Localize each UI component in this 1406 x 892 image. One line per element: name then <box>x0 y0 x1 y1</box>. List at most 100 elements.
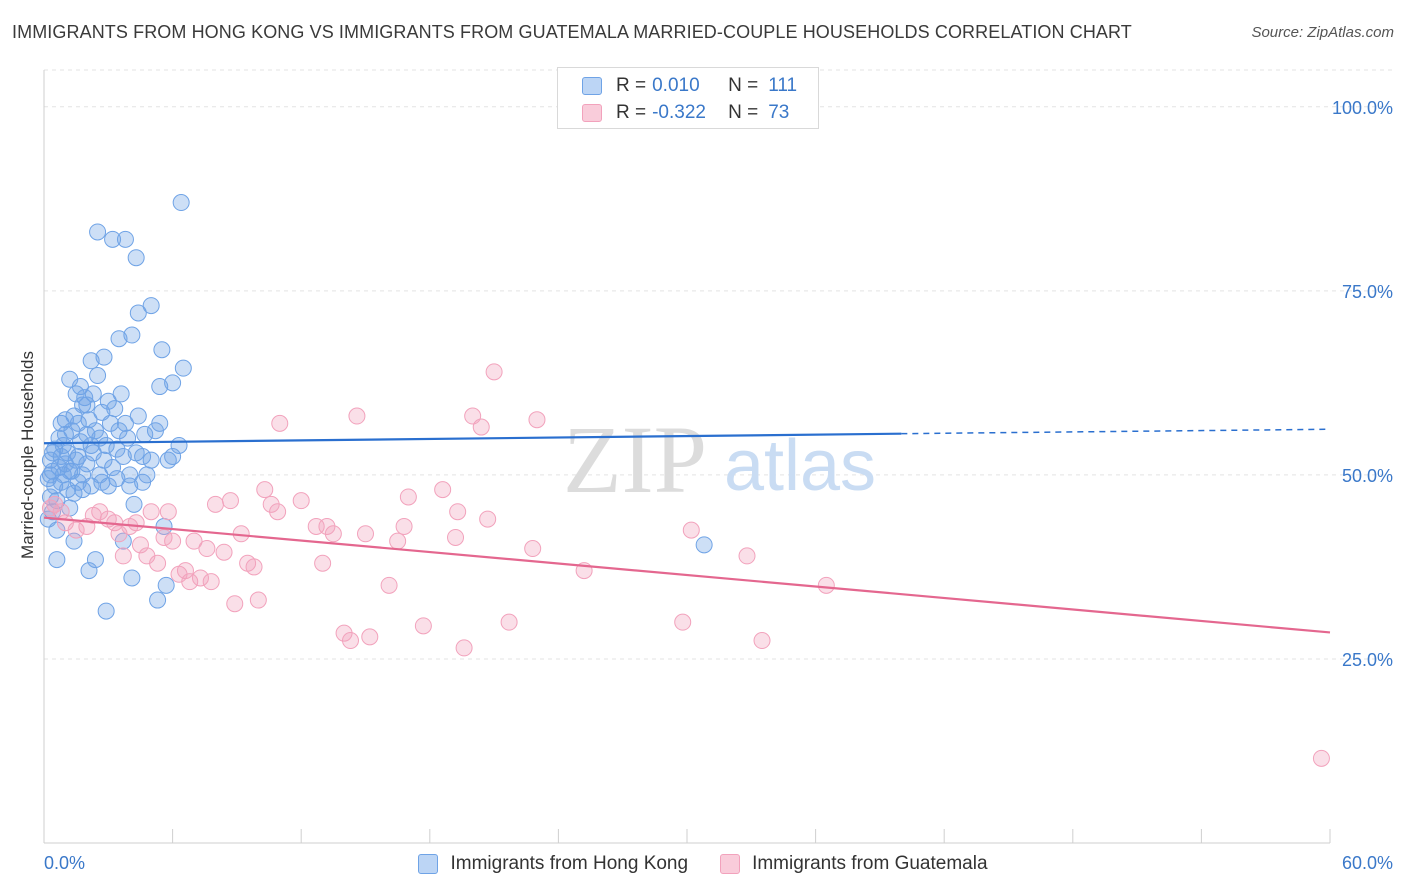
trend-lines <box>43 428 1331 634</box>
r-label: R = <box>616 75 647 96</box>
hong-kong-point <box>61 462 79 480</box>
hong-kong-point <box>138 466 156 484</box>
hong-kong-point <box>65 484 83 502</box>
hong-kong-point <box>80 411 98 429</box>
hong-kong-point <box>123 326 141 344</box>
hong-kong-point <box>82 436 100 454</box>
guatemala-point <box>380 576 398 594</box>
y-tick-label: 50.0% <box>1342 466 1393 486</box>
guatemala-point <box>127 514 145 532</box>
guatemala-point <box>314 554 332 572</box>
legend-item-guatemala[interactable]: Immigrants from Guatemala <box>720 853 988 875</box>
hong-kong-point <box>112 385 130 403</box>
guatemala-point <box>361 628 379 646</box>
series-legend: Immigrants from Hong Kong Immigrants fro… <box>0 851 1406 877</box>
hong-kong-point <box>149 591 167 609</box>
guatemala-point <box>181 573 199 591</box>
guatemala-point <box>341 632 359 650</box>
hong-kong-point <box>80 562 98 580</box>
r-label: R = <box>616 102 647 123</box>
hong-kong-point <box>65 532 83 550</box>
guatemala-point <box>269 503 287 521</box>
legend-row-hong-kong: R = 0.010 N = 111 <box>582 72 797 100</box>
r-value: -0.322 <box>652 102 706 123</box>
guatemala-point <box>449 503 467 521</box>
guatemala-point <box>149 554 167 572</box>
hong-kong-point <box>110 330 128 348</box>
hong-kong-point <box>52 414 70 432</box>
hong-kong-point <box>89 367 107 385</box>
y-tick-label: 75.0% <box>1342 282 1393 302</box>
guatemala-point <box>198 540 216 558</box>
guatemala-point <box>249 591 267 609</box>
y-tick-label: 100.0% <box>1332 98 1393 118</box>
y-tick-label: 25.0% <box>1342 650 1393 670</box>
hong-kong-point <box>44 444 62 462</box>
hong-kong-point <box>172 194 190 212</box>
hong-kong-point <box>116 414 134 432</box>
hong-kong-point <box>86 551 104 569</box>
legend-label: Immigrants from Hong Kong <box>450 853 689 874</box>
hong-kong-point <box>41 466 59 484</box>
guatemala-point <box>753 632 771 650</box>
hong-kong-point <box>78 455 96 473</box>
hong-kong-point <box>59 444 77 462</box>
correlation-legend: R = 0.010 N = 111 R = -0.322 N = 73 <box>557 67 819 129</box>
hong-kong-point <box>129 304 147 322</box>
guatemala-point <box>395 517 413 535</box>
hong-kong-point <box>56 425 74 443</box>
hong-kong-point <box>151 414 169 432</box>
hong-kong-point <box>48 551 66 569</box>
guatemala-point <box>472 418 490 436</box>
guatemala-point <box>455 639 473 657</box>
n-value: 111 <box>768 75 798 96</box>
data-points <box>39 194 1330 767</box>
tick-labels: 25.0% 50.0% 75.0% 100.0% 0.0% 60.0% <box>44 98 1393 873</box>
guatemala-point <box>215 543 233 561</box>
guatemala-point <box>202 573 220 591</box>
legend-item-hong-kong[interactable]: Immigrants from Hong Kong <box>418 853 688 875</box>
guatemala-point <box>159 503 177 521</box>
guatemala-point <box>155 528 173 546</box>
hong-kong-point <box>153 341 171 359</box>
guatemala-point <box>738 547 756 565</box>
guatemala-point <box>528 411 546 429</box>
guatemala-point <box>485 363 503 381</box>
hong-kong-point <box>151 378 169 396</box>
hong-kong-point <box>116 230 134 248</box>
hong-kong-point <box>164 374 182 392</box>
hong-kong-point <box>174 359 192 377</box>
r-value: 0.010 <box>652 75 700 96</box>
hong-kong-point <box>157 576 175 594</box>
guatemala-swatch <box>720 854 741 874</box>
guatemala-point <box>185 532 203 550</box>
guatemala-point <box>399 488 417 506</box>
hong-kong-swatch <box>418 854 439 874</box>
x-tick-label: 60.0% <box>1342 853 1393 873</box>
guatemala-point <box>817 576 835 594</box>
guatemala-point <box>91 503 109 521</box>
guatemala-point <box>142 503 160 521</box>
hong-kong-point <box>164 448 182 465</box>
hong-kong-point <box>82 352 100 370</box>
hong-kong-point <box>142 297 160 315</box>
guatemala-point <box>164 532 182 550</box>
guatemala-point <box>348 407 366 425</box>
hong-kong-point <box>74 481 92 499</box>
hong-kong-point <box>95 451 113 469</box>
hong-kong-point <box>119 429 137 447</box>
guatemala-point <box>524 540 542 558</box>
guatemala-point <box>206 495 224 513</box>
guatemala-point <box>256 481 274 499</box>
legend-label: Immigrants from Guatemala <box>752 853 988 874</box>
hong-kong-point <box>84 385 102 403</box>
hong-kong-point <box>121 477 139 495</box>
hong-kong-point <box>127 249 145 267</box>
guatemala-point <box>674 613 692 631</box>
hong-kong-point <box>78 396 96 414</box>
axes <box>43 70 1331 844</box>
guatemala-point <box>245 558 263 576</box>
guatemala-point <box>1312 749 1330 767</box>
hong-kong-point <box>97 602 115 620</box>
n-label: N = <box>728 75 759 96</box>
